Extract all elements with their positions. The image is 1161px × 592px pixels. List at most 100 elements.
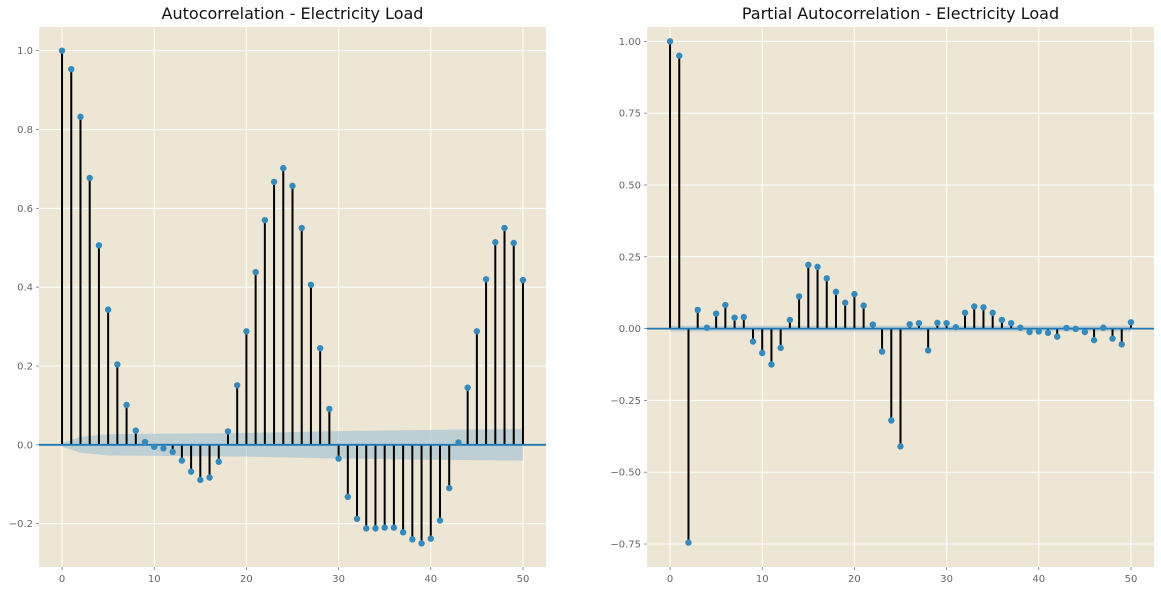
- acf-marker: [114, 361, 121, 368]
- acf-marker: [243, 328, 250, 335]
- acf-marker: [446, 484, 453, 492]
- acf-marker: [316, 345, 324, 352]
- acf-marker: [77, 113, 84, 121]
- acf-marker: [326, 405, 333, 413]
- acf-marker: [197, 476, 204, 484]
- pacf-marker: [740, 313, 747, 321]
- pacf-marker: [685, 539, 692, 546]
- pacf-marker: [786, 316, 794, 324]
- acf-marker: [455, 439, 462, 446]
- pacf-chart: 0 10 20 30 40 50 −0.75 −0.50 −0.25 0.00 0.25 0.50 0.…: [610, 4, 1154, 585]
- pacf-x-tick-label: 30: [940, 574, 953, 585]
- pacf-marker: [1109, 335, 1116, 342]
- pacf-marker: [934, 319, 941, 327]
- acf-marker: [141, 438, 149, 446]
- acf-marker: [187, 468, 195, 475]
- acf-x-tick-label: 40: [424, 574, 437, 585]
- acf-marker: [473, 328, 481, 335]
- pacf-marker: [1072, 325, 1079, 333]
- pacf-marker: [906, 321, 913, 328]
- pacf-marker: [860, 302, 867, 309]
- pacf-marker: [814, 263, 821, 271]
- acf-marker: [261, 216, 269, 224]
- acf-marker: [307, 281, 315, 288]
- acf-marker: [86, 174, 93, 182]
- acf-y-tick-label: 0.4: [17, 283, 33, 294]
- pacf-marker: [805, 261, 812, 269]
- pacf-marker: [676, 52, 683, 59]
- acf-marker: [492, 239, 499, 246]
- acf-marker: [482, 276, 490, 283]
- pacf-marker: [749, 338, 757, 345]
- pacf-y-tick-label: −0.25: [610, 396, 641, 407]
- pacf-marker: [832, 288, 840, 296]
- acf-marker: [123, 401, 130, 409]
- acf-marker: [335, 455, 342, 462]
- pacf-marker: [1026, 328, 1033, 336]
- acf-y-tick-label: 0.0: [17, 440, 33, 451]
- acf-marker: [224, 428, 232, 435]
- pacf-marker: [1017, 324, 1024, 331]
- pacf-marker: [878, 348, 886, 355]
- acf-marker: [510, 239, 517, 247]
- acf-x-tick-label: 30: [332, 574, 345, 585]
- pacf-marker: [897, 443, 904, 450]
- pacf-x-tick-label: 10: [756, 574, 769, 585]
- pacf-y-tick-label: −0.75: [610, 540, 641, 551]
- pacf-marker: [731, 314, 738, 321]
- pacf-marker: [703, 324, 711, 331]
- pacf-marker: [888, 417, 895, 424]
- acf-marker: [270, 178, 278, 186]
- acf-marker: [169, 448, 176, 456]
- pacf-marker: [998, 316, 1006, 324]
- pacf-marker: [777, 344, 784, 352]
- pacf-marker: [759, 349, 766, 357]
- pacf-y-tick-label: 0.00: [619, 324, 641, 335]
- pacf-y-tick-label: 0.25: [619, 252, 641, 263]
- pacf-plot-area: [647, 27, 1154, 567]
- acf-marker: [344, 493, 352, 501]
- pacf-marker: [1127, 319, 1135, 326]
- pacf-y-tick-label: 0.50: [619, 180, 641, 191]
- pacf-y-tick-label: 1.00: [619, 37, 641, 48]
- pacf-marker: [915, 319, 923, 327]
- pacf-marker: [1090, 336, 1098, 344]
- acf-y-tick-label: 1.0: [17, 46, 33, 57]
- acf-marker: [372, 525, 379, 532]
- pacf-marker: [989, 309, 996, 316]
- pacf-marker: [1044, 329, 1052, 337]
- pacf-marker: [1100, 324, 1107, 331]
- acf-marker: [160, 445, 167, 452]
- acf-marker: [418, 540, 425, 547]
- pacf-y-tick-label: −0.50: [610, 468, 641, 479]
- pacf-x-tick-label: 20: [848, 574, 861, 585]
- pacf-marker: [943, 319, 950, 327]
- acf-y-tick-label: 0.6: [17, 204, 33, 215]
- acf-marker: [363, 525, 370, 532]
- acf-marker: [436, 517, 444, 524]
- pacf-chart-title: Partial Autocorrelation - Electricity Lo…: [742, 4, 1059, 23]
- acf-marker: [399, 529, 407, 536]
- acf-marker: [233, 382, 241, 389]
- acf-marker: [298, 224, 305, 232]
- pacf-marker: [971, 303, 978, 310]
- acf-marker: [151, 443, 158, 450]
- pacf-marker: [869, 321, 877, 328]
- pacf-marker: [712, 310, 720, 317]
- pacf-marker: [795, 293, 803, 300]
- acf-marker: [427, 535, 434, 542]
- acf-marker: [519, 276, 527, 284]
- pacf-marker: [768, 361, 775, 368]
- pacf-marker: [722, 301, 729, 309]
- acf-marker: [464, 384, 471, 391]
- acf-marker: [409, 536, 416, 543]
- pacf-marker: [1118, 341, 1125, 348]
- acf-marker: [132, 427, 139, 434]
- pacf-marker: [980, 304, 987, 311]
- pacf-marker: [961, 309, 969, 316]
- pacf-marker: [1063, 324, 1070, 332]
- pacf-marker: [952, 323, 960, 331]
- acf-marker: [381, 524, 388, 531]
- acf-marker: [390, 524, 398, 531]
